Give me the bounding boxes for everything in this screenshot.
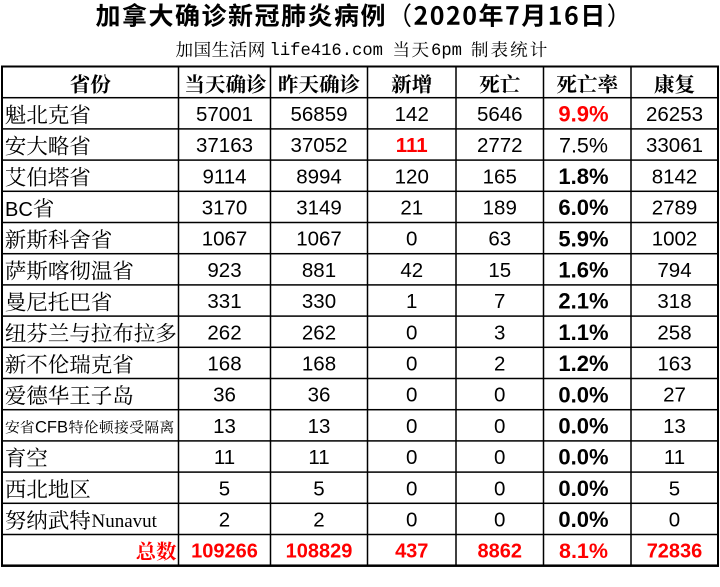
svg-text:6pm: 6pm	[431, 42, 462, 61]
svg-text:0.0%: 0.0%	[558, 413, 608, 438]
svg-text:2789: 2789	[652, 197, 698, 220]
svg-text:7.5%: 7.5%	[559, 134, 608, 158]
svg-text:923: 923	[207, 259, 241, 282]
svg-text:437: 437	[395, 541, 428, 563]
svg-text:37052: 37052	[290, 134, 347, 157]
svg-text:330: 330	[302, 290, 336, 313]
svg-text:0: 0	[494, 384, 505, 407]
svg-text:0.0%: 0.0%	[558, 507, 608, 532]
svg-text:0: 0	[406, 353, 417, 376]
svg-text:5.9%: 5.9%	[558, 226, 608, 251]
svg-text:2.1%: 2.1%	[558, 289, 608, 314]
svg-text:1002: 1002	[652, 228, 698, 251]
svg-text:11: 11	[214, 446, 235, 469]
svg-text:111: 111	[396, 134, 428, 157]
svg-text:163: 163	[657, 353, 691, 376]
svg-text:5: 5	[313, 477, 324, 500]
svg-text:BC: BC	[5, 199, 33, 221]
svg-text:Nunavut: Nunavut	[92, 511, 158, 532]
svg-text:8994: 8994	[296, 165, 342, 188]
svg-text:258: 258	[657, 321, 691, 344]
svg-text:0: 0	[406, 228, 417, 251]
svg-text:0: 0	[669, 509, 680, 532]
svg-text:63: 63	[488, 228, 511, 251]
svg-text:3149: 3149	[296, 197, 342, 220]
svg-text:11: 11	[664, 446, 685, 469]
svg-text:165: 165	[483, 165, 517, 188]
svg-text:8.1%: 8.1%	[559, 539, 608, 563]
svg-text:6.0%: 6.0%	[558, 195, 608, 220]
svg-text:108829: 108829	[286, 541, 353, 563]
svg-text:1067: 1067	[202, 228, 248, 251]
svg-text:1.8%: 1.8%	[558, 164, 608, 189]
svg-text:36: 36	[308, 384, 331, 407]
svg-text:0.0%: 0.0%	[558, 382, 608, 407]
svg-text:1.1%: 1.1%	[558, 320, 608, 345]
svg-text:36: 36	[213, 384, 236, 407]
svg-text:33061: 33061	[646, 134, 703, 157]
svg-text:8862: 8862	[478, 541, 523, 563]
svg-text:3170: 3170	[202, 197, 248, 220]
svg-text:142: 142	[395, 103, 429, 126]
svg-text:794: 794	[657, 259, 691, 282]
svg-text:1067: 1067	[296, 228, 342, 251]
svg-text:109266: 109266	[191, 541, 258, 563]
svg-text:262: 262	[207, 321, 241, 344]
svg-text:120: 120	[395, 165, 429, 188]
svg-text:13: 13	[663, 415, 686, 438]
svg-text:2772: 2772	[477, 134, 523, 157]
svg-text:2: 2	[494, 353, 505, 376]
svg-text:9114: 9114	[202, 165, 246, 188]
svg-text:0: 0	[406, 415, 417, 438]
svg-text:13: 13	[213, 415, 236, 438]
svg-text:8142: 8142	[652, 165, 698, 188]
svg-text:331: 331	[207, 290, 241, 313]
svg-text:21: 21	[400, 197, 423, 220]
svg-text:3: 3	[494, 321, 505, 344]
svg-text:27: 27	[663, 384, 686, 407]
svg-text:9.9%: 9.9%	[558, 101, 608, 126]
svg-text:5: 5	[219, 477, 230, 500]
svg-text:168: 168	[207, 353, 241, 376]
svg-text:11: 11	[308, 446, 329, 469]
svg-text:1: 1	[406, 290, 417, 313]
svg-text:1.6%: 1.6%	[558, 257, 608, 282]
svg-text:57001: 57001	[196, 103, 253, 126]
svg-text:56859: 56859	[290, 103, 347, 126]
svg-text:0: 0	[406, 321, 417, 344]
svg-text:0: 0	[406, 384, 417, 407]
svg-text:189: 189	[483, 197, 517, 220]
svg-text:318: 318	[657, 290, 691, 313]
svg-text:0: 0	[406, 446, 417, 469]
svg-text:168: 168	[302, 353, 336, 376]
svg-text:0: 0	[406, 509, 417, 532]
svg-text:0: 0	[494, 477, 505, 500]
svg-text:life416.com: life416.com	[270, 42, 383, 61]
svg-text:5646: 5646	[477, 103, 523, 126]
svg-text:15: 15	[488, 259, 511, 282]
svg-text:0: 0	[494, 415, 505, 438]
svg-text:26253: 26253	[646, 103, 703, 126]
svg-text:2: 2	[313, 509, 324, 532]
svg-text:0: 0	[406, 477, 417, 500]
svg-text:5: 5	[669, 477, 680, 500]
svg-text:CFB: CFB	[35, 418, 68, 436]
svg-text:7: 7	[494, 290, 505, 313]
svg-text:37163: 37163	[196, 134, 253, 157]
svg-text:0.0%: 0.0%	[558, 476, 608, 501]
svg-text:881: 881	[302, 259, 336, 282]
svg-text:0.0%: 0.0%	[558, 445, 608, 470]
svg-text:2: 2	[219, 509, 230, 532]
svg-text:262: 262	[302, 321, 336, 344]
svg-text:1.2%: 1.2%	[558, 351, 608, 376]
svg-text:72836: 72836	[647, 541, 703, 563]
svg-text:13: 13	[308, 415, 331, 438]
svg-text:0: 0	[494, 446, 505, 469]
svg-text:42: 42	[400, 259, 423, 282]
svg-text:0: 0	[494, 509, 505, 532]
